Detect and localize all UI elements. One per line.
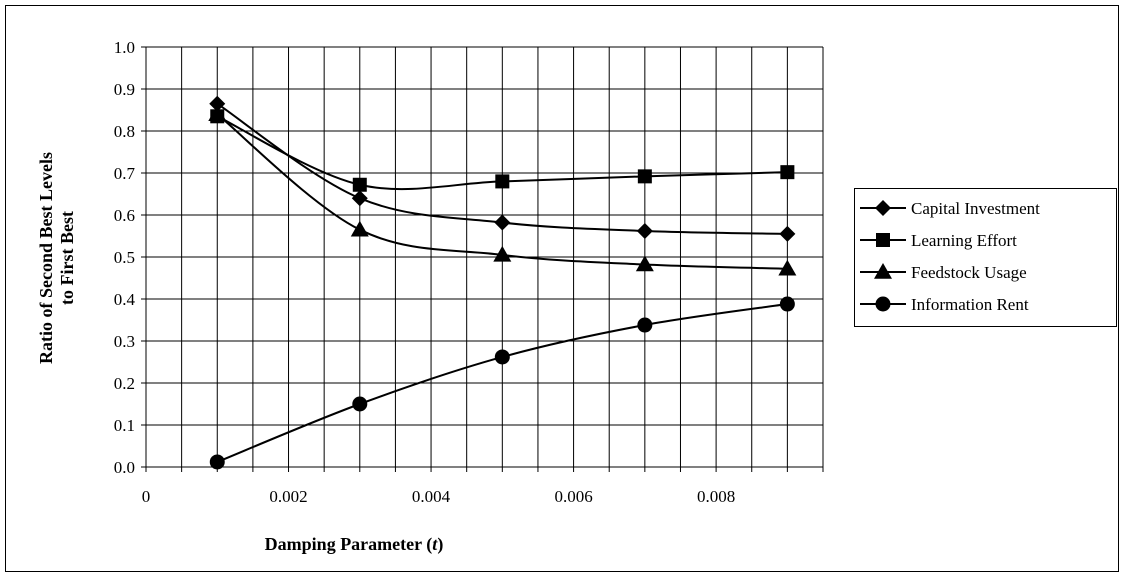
data-point-feedstock-usage: [350, 220, 369, 237]
legend-marker: [875, 296, 891, 312]
data-point-learning-effort: [637, 169, 652, 184]
data-point-feedstock-usage: [493, 245, 512, 262]
data-point-information-rent: [494, 349, 510, 365]
y-tick-label: 0.2: [114, 374, 135, 393]
data-point-capital-investment: [636, 222, 653, 239]
data-point-information-rent: [352, 396, 368, 412]
axes: [141, 46, 824, 472]
data-point-learning-effort: [352, 177, 367, 192]
legend-label: Learning Effort: [911, 231, 1017, 250]
y-axis-title-line2: to First Best: [57, 211, 77, 305]
y-axis-title: Ratio of Second Best Levels to First Bes…: [36, 152, 77, 364]
x-tick-label: 0.002: [269, 487, 307, 506]
y-tick-label: 0.1: [114, 416, 135, 435]
y-tick-label: 0.4: [114, 290, 136, 309]
data-point-capital-investment: [209, 95, 226, 112]
legend-label: Capital Investment: [911, 199, 1040, 218]
tick-labels: 0.0 0.1 0.2 0.3 0.4 0.5 0.6 0.7 0.8 0.9 1.0 0 0.002 0…: [114, 38, 735, 506]
x-tick-label: 0.006: [554, 487, 592, 506]
x-tick-label: 0: [142, 487, 151, 506]
data-point-information-rent: [779, 296, 795, 312]
x-axis-title: Damping Parameter (t): [265, 534, 444, 555]
y-tick-label: 0.7: [114, 164, 136, 183]
series-information-rent: [209, 296, 795, 470]
legend-label: Information Rent: [911, 295, 1029, 314]
y-tick-label: 0.3: [114, 332, 135, 351]
legend: Capital Investment Learning Effort Feedsto…: [860, 199, 1040, 314]
series-line-feedstock-usage: [216, 113, 788, 270]
data-point-feedstock-usage: [635, 255, 654, 272]
x-tick-label: 0.008: [697, 487, 735, 506]
legend-marker: [874, 263, 892, 279]
y-tick-label: 0.9: [114, 80, 135, 99]
data-point-learning-effort: [495, 174, 510, 189]
legend-item-capital-investment: Capital Investment: [860, 199, 1040, 218]
y-tick-label: 0.6: [114, 206, 135, 225]
data-point-information-rent: [637, 317, 653, 333]
y-tick-label: 1.0: [114, 38, 135, 57]
legend-marker: [875, 200, 891, 216]
x-tick-label: 0.004: [412, 487, 451, 506]
series-group: [208, 95, 797, 470]
series-feedstock-usage: [208, 105, 797, 276]
legend-label: Feedstock Usage: [911, 263, 1027, 282]
legend-item-information-rent: Information Rent: [860, 295, 1029, 314]
y-tick-label: 0.0: [114, 458, 135, 477]
data-point-capital-investment: [779, 225, 796, 242]
data-point-feedstock-usage: [778, 259, 797, 276]
data-point-capital-investment: [494, 214, 511, 231]
data-point-feedstock-usage: [208, 105, 227, 121]
y-tick-label: 0.8: [114, 122, 135, 141]
data-point-learning-effort: [780, 165, 795, 180]
data-point-capital-investment: [351, 190, 368, 207]
data-point-information-rent: [209, 454, 225, 470]
y-axis-title-line1: Ratio of Second Best Levels: [36, 152, 56, 364]
series-capital-investment: [209, 95, 796, 242]
legend-item-feedstock-usage: Feedstock Usage: [860, 263, 1027, 282]
y-tick-label: 0.5: [114, 248, 135, 267]
legend-marker: [876, 233, 890, 247]
legend-item-learning-effort: Learning Effort: [860, 231, 1017, 250]
